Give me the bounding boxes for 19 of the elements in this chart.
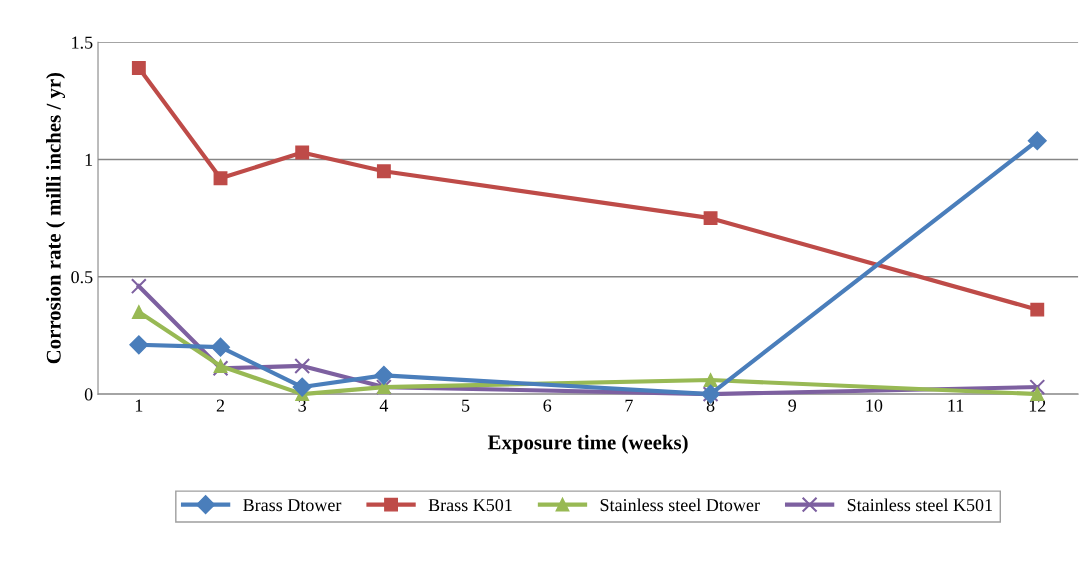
x-axis-title: Exposure time (weeks) <box>487 434 688 454</box>
x-tick-label: 5 <box>462 399 470 412</box>
x-tick-label: 1 <box>135 399 143 412</box>
legend-label: Brass K501 <box>428 498 512 512</box>
legend-label: Stainless steel Dtower <box>600 498 760 512</box>
y-tick-label: 1.5 <box>72 36 93 49</box>
y-axis-title: Corrosion rate ( milli inches / yr) <box>46 72 66 364</box>
y-tick-label: 1 <box>85 153 93 166</box>
x-tick-label: 10 <box>866 399 883 412</box>
x-tick-label: 4 <box>379 399 389 412</box>
y-tick-label: 0 <box>84 388 93 401</box>
x-tick-label: 2 <box>216 399 225 412</box>
x-tick-label: 7 <box>625 399 633 412</box>
legend-label: Brass Dtower <box>243 499 342 512</box>
x-tick-label: 6 <box>543 399 552 412</box>
x-tick-label: 11 <box>948 399 964 412</box>
x-tick-label: 9 <box>788 399 797 412</box>
legend-label: Stainless steel K501 <box>847 498 992 512</box>
y-tick-label: 0.5 <box>71 271 93 284</box>
